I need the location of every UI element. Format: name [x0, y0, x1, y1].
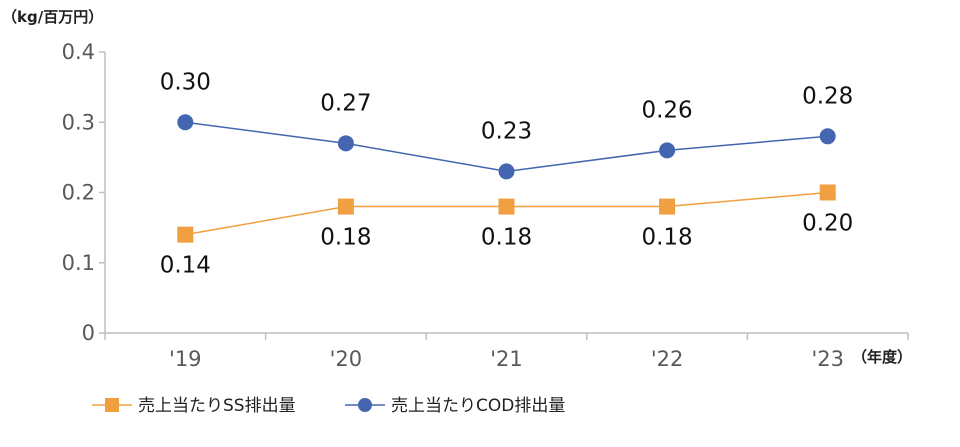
y-tick-label: 0.3 [62, 110, 95, 134]
data-point-square [498, 198, 515, 215]
x-tick-label: '22 [651, 347, 684, 371]
data-label: 0.26 [641, 97, 692, 123]
axes: 0 0.1 0.2 0.3 0.4 '19 '20 '21 '22 '23 [62, 40, 909, 371]
data-point-square [177, 226, 194, 243]
y-tick-label: 0.1 [62, 251, 95, 275]
data-label: 0.28 [802, 83, 853, 109]
series-ss: 0.14 0.18 0.18 0.18 0.20 [160, 184, 853, 279]
data-label: 0.18 [641, 225, 692, 251]
data-point-circle [659, 142, 676, 159]
data-point-circle [177, 114, 194, 131]
legend-square-icon [105, 398, 119, 412]
y-tick-label: 0.4 [62, 40, 95, 64]
data-label: 0.18 [481, 225, 532, 251]
legend: 売上当たりSS排出量 売上当たりCOD排出量 [92, 396, 565, 416]
data-point-square [337, 198, 354, 215]
data-point-circle [819, 128, 836, 145]
legend-item-cod: 売上当たりCOD排出量 [345, 396, 565, 416]
legend-circle-icon [358, 398, 372, 412]
x-tick-label: '21 [490, 347, 523, 371]
legend-item-ss: 売上当たりSS排出量 [92, 396, 296, 416]
data-label: 0.14 [160, 253, 211, 279]
x-tick-label: '23 [811, 347, 844, 371]
series-cod: 0.30 0.27 0.23 0.26 0.28 [160, 69, 853, 180]
series-layer: 0.14 0.18 0.18 0.18 0.20 0.30 0.27 0.23 0.26 0.28 [160, 69, 854, 278]
data-label: 0.18 [320, 225, 371, 251]
data-label: 0.20 [802, 211, 853, 237]
data-label: 0.23 [481, 118, 532, 144]
legend-label: 売上当たりCOD排出量 [391, 396, 565, 416]
y-tick-label: 0.2 [62, 181, 95, 205]
y-unit-label: （kg/百万円） [2, 8, 103, 26]
data-point-square [819, 184, 836, 201]
data-label: 0.27 [320, 90, 371, 116]
y-tick-label: 0 [82, 321, 95, 345]
data-point-circle [337, 135, 354, 152]
data-point-circle [498, 163, 515, 180]
x-tick-label: '19 [169, 347, 202, 371]
x-unit-label: （年度） [852, 348, 912, 366]
data-label: 0.30 [160, 69, 211, 95]
x-tick-label: '20 [330, 347, 363, 371]
legend-label: 売上当たりSS排出量 [138, 396, 296, 416]
data-point-square [659, 198, 676, 215]
